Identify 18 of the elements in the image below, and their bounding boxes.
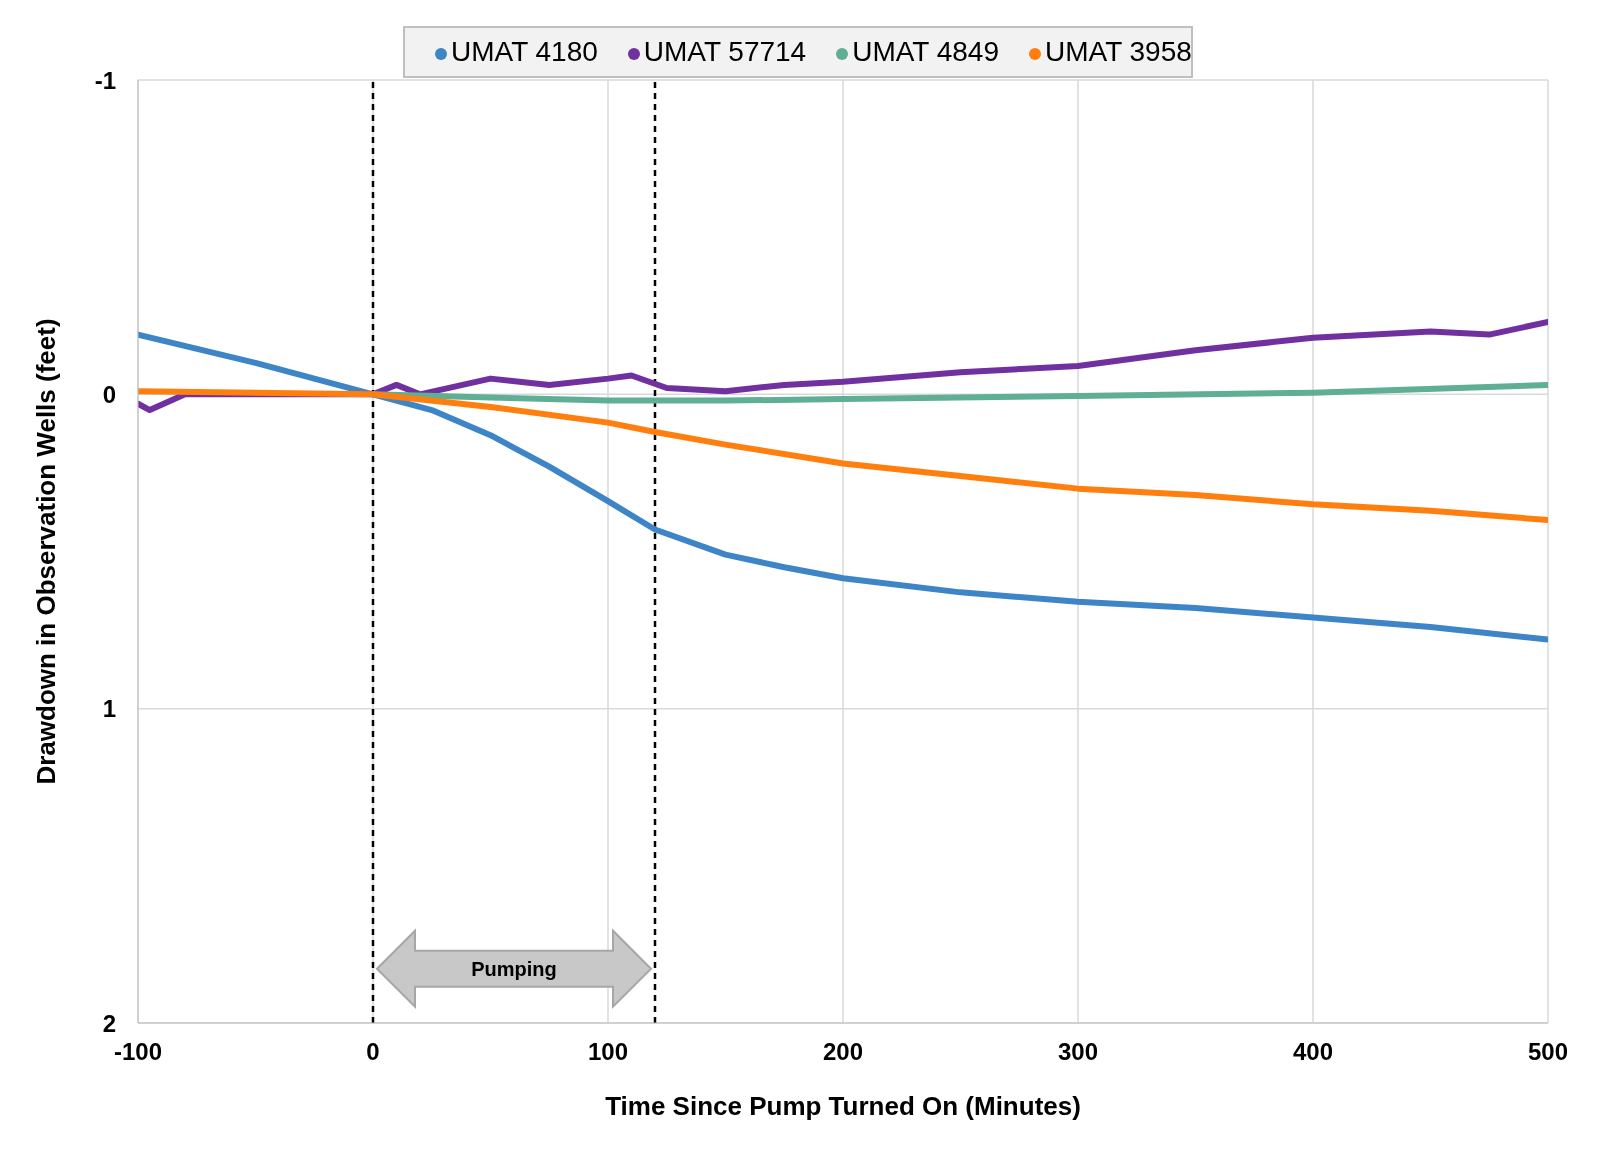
y-tick-label: 1 xyxy=(102,695,116,723)
x-tick-label: 500 xyxy=(1527,1038,1569,1066)
annotation: Pumping xyxy=(471,957,557,980)
y-axis-title: Drawdown in Observation Wells (feet) xyxy=(31,318,62,785)
x-tick-label: 300 xyxy=(1057,1038,1099,1066)
y-tick-label: 0 xyxy=(102,380,116,408)
legend-label: UMAT 3958 xyxy=(1045,36,1192,67)
x-tick-label: 200 xyxy=(822,1038,864,1066)
x-tick-label: -100 xyxy=(113,1038,163,1066)
y-tick-label: -1 xyxy=(94,66,116,94)
y-tick-label: 2 xyxy=(102,1009,116,1037)
legend-label: UMAT 4180 xyxy=(451,36,598,67)
x-tick-label: 100 xyxy=(587,1038,629,1066)
x-tick-label: 400 xyxy=(1292,1038,1334,1066)
legend-label: UMAT 57714 xyxy=(643,36,807,67)
x-axis-title: Time Since Pump Turned On (Minutes) xyxy=(605,1091,1081,1121)
legend-label: UMAT 4849 xyxy=(852,36,1000,67)
x-tick-label: 0 xyxy=(366,1038,380,1066)
